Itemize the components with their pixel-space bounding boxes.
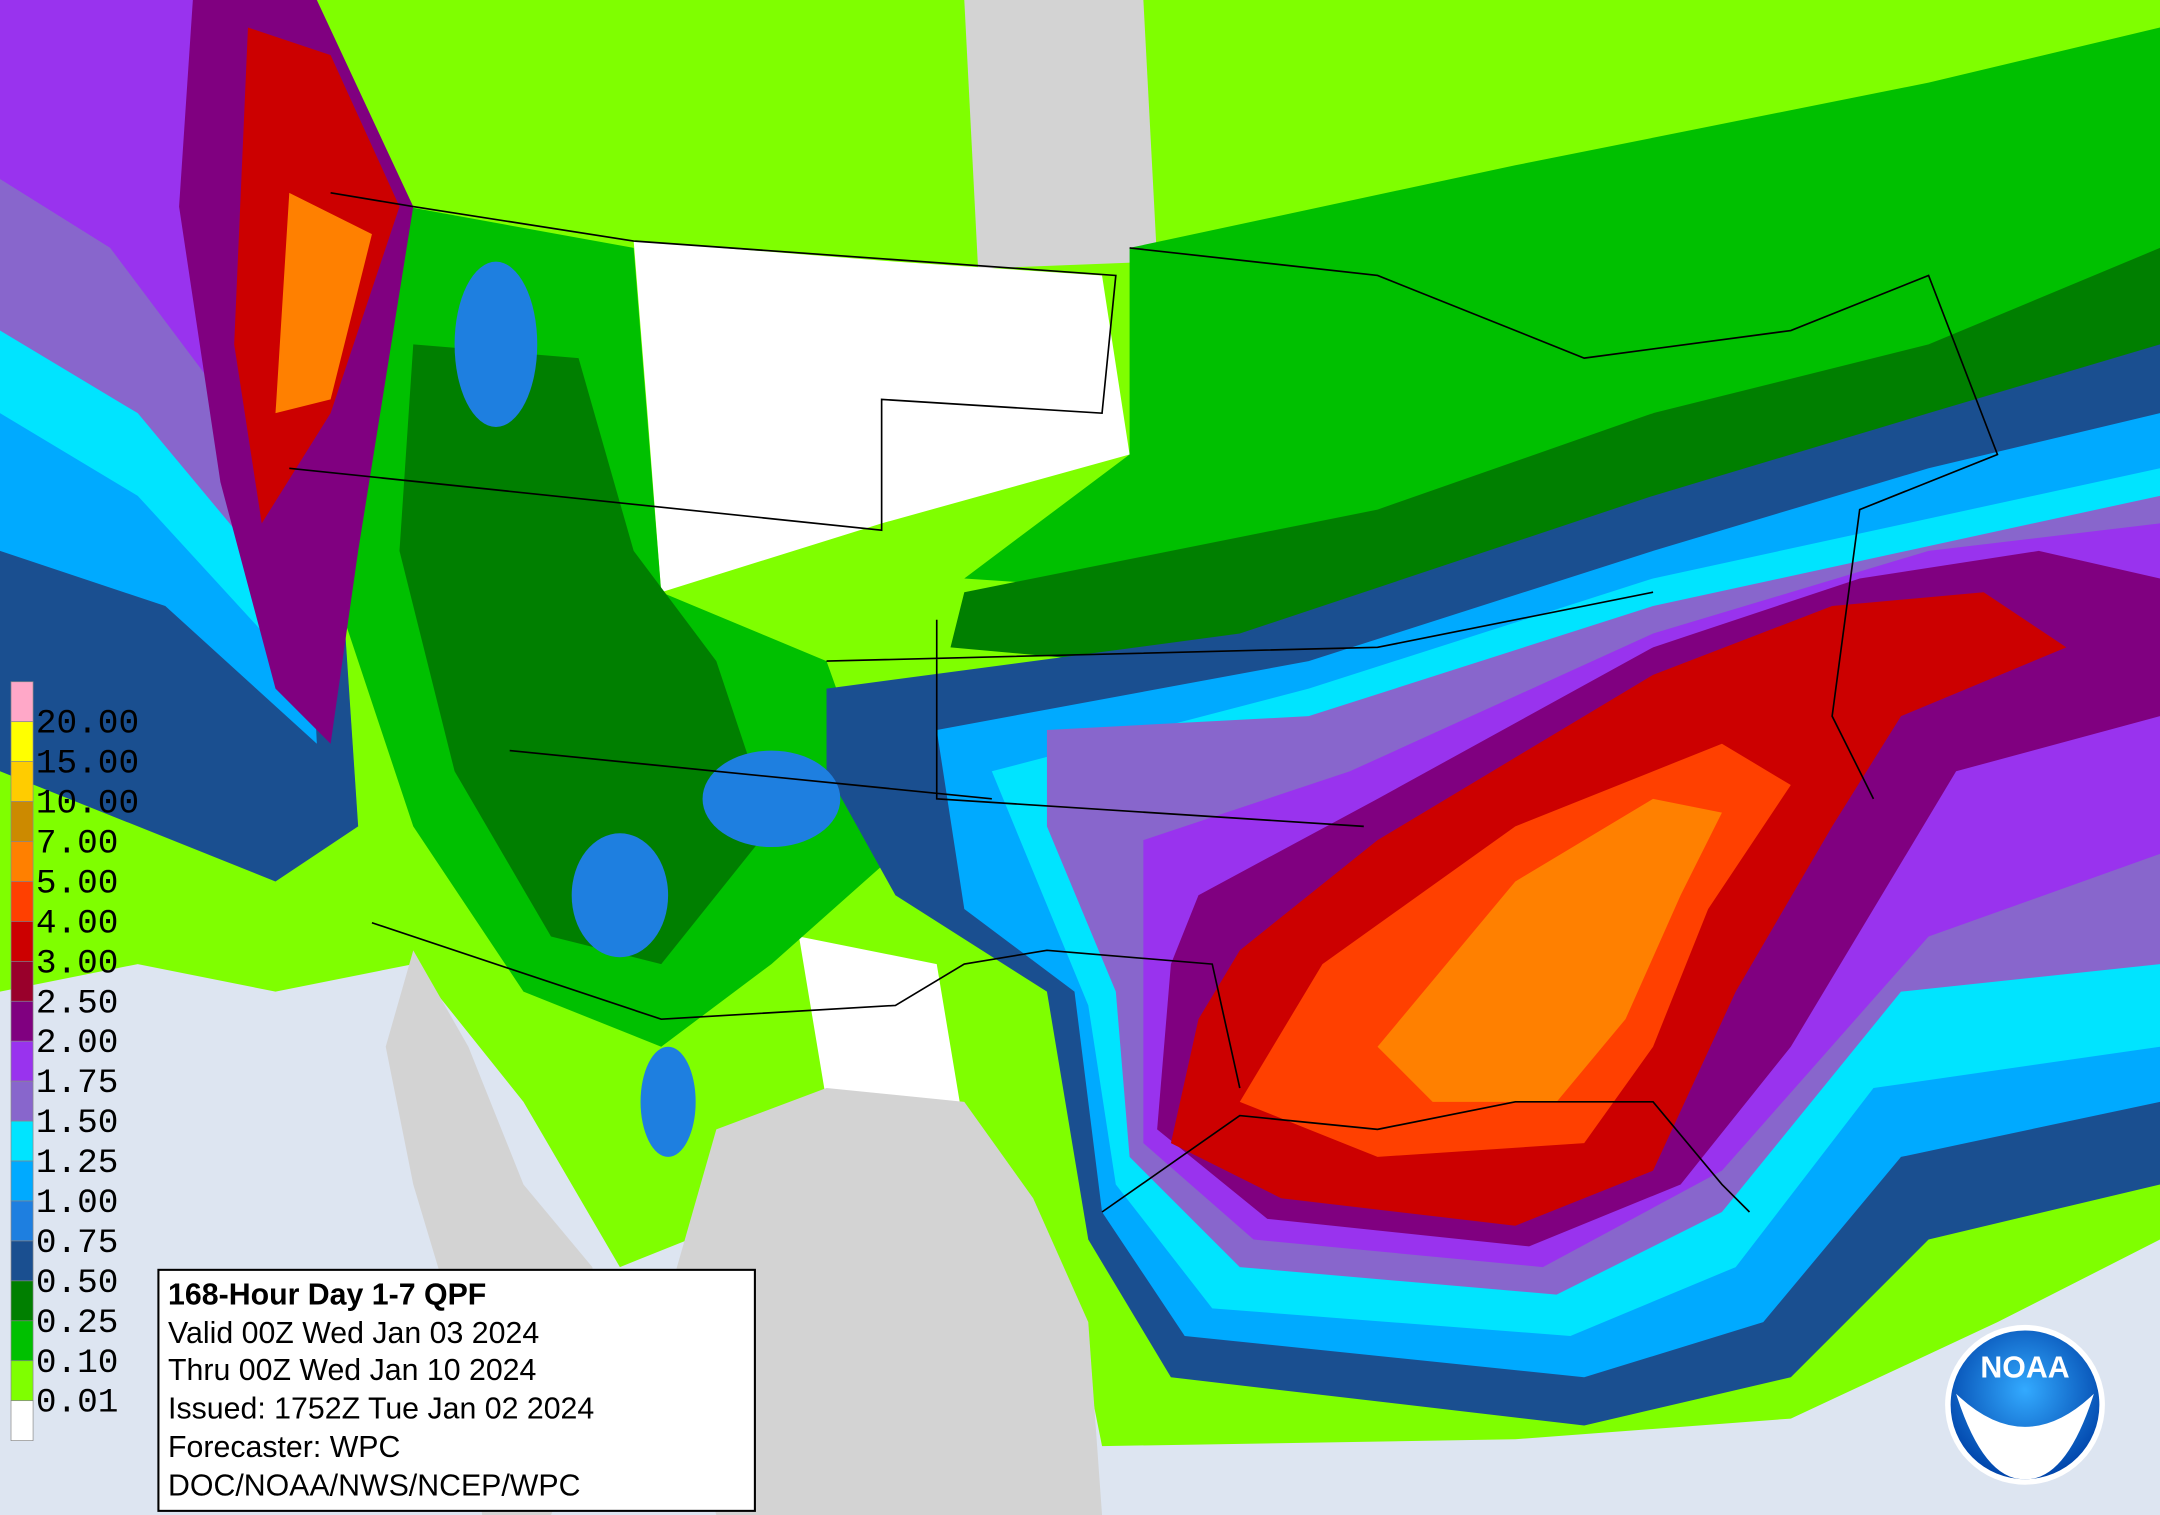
state-line [289,192,1117,532]
logo-text: NOAA [1980,1351,2069,1384]
info-box: 168-Hour Day 1-7 QPF Valid 00Z Wed Jan 0… [157,1268,756,1512]
legend-swatch [10,841,34,882]
legend-swatch [10,1160,34,1202]
legend-label: 5.00 [36,864,119,903]
noaa-logo: NOAA [1945,1324,2105,1485]
legend-swatch-none [10,1400,34,1441]
border-line [1129,247,1999,800]
precip-0.75 [454,261,538,427]
legend-label: 0.10 [36,1344,119,1383]
legend-label: 4.00 [36,904,119,943]
coastline [1101,1100,1751,1213]
legend-swatch [10,761,34,802]
legend-swatch [10,1040,34,1082]
logo-wave [1956,1393,2094,1480]
info-box-frame [157,1268,756,1512]
legend-swatch [10,1000,34,1042]
legend-label: 7.00 [36,825,119,864]
legend-label: 1.00 [36,1184,119,1223]
legend-swatch [10,1120,34,1162]
legend-swatch [10,801,34,842]
no-precip [798,936,965,1130]
info-title: 168-Hour Day 1-7 QPF [168,1278,486,1311]
legend: 20.0015.0010.007.005.004.003.002.502.001… [10,681,139,1441]
info-line: Thru 00Z Wed Jan 10 2024 [168,1354,536,1387]
info-line: Forecaster: WPC [168,1431,400,1464]
legend-swatch [10,1280,34,1322]
legend-swatch [10,1200,34,1242]
border-line [371,921,1241,1089]
dry-land [964,0,1158,269]
precip-0.75 [571,833,669,958]
legend-label: 0.25 [36,1304,119,1343]
state-line [509,591,1654,828]
legend-label: 1.75 [36,1064,119,1103]
legend-swatch [10,1080,34,1122]
legend-swatch [10,1320,34,1362]
precip-0.75 [640,1046,696,1157]
legend-label: 0.50 [36,1264,119,1303]
legend-swatch [10,1360,34,1402]
precip-5.00 [275,192,372,414]
info-line: Issued: 1752Z Tue Jan 02 2024 [168,1393,594,1426]
borders [289,192,1999,1213]
precip-5.00 [1377,798,1722,1102]
legend-label: 1.25 [36,1144,119,1183]
legend-label: 1.50 [36,1104,119,1143]
legend-swatch [10,721,34,762]
precip-0.25 [399,344,772,965]
legend-label: 2.50 [36,984,119,1023]
precip-0.25 [950,247,2160,662]
legend-swatch [10,960,34,1002]
legend-swatch [10,921,34,962]
mexico [661,1088,1103,1515]
legend-swatch [10,1240,34,1282]
legend-label: 15.00 [36,745,139,784]
legend-label: 10.00 [36,785,139,824]
precip-0.10 [964,27,2160,593]
legend-swatch [10,881,34,922]
legend-label: 3.00 [36,944,119,983]
info-line: DOC/NOAA/NWS/NCEP/WPC [168,1470,580,1503]
info-line: Valid 00Z Wed Jan 03 2024 [168,1317,539,1350]
legend-label: 0.01 [36,1384,119,1423]
legend-label: 2.00 [36,1024,119,1063]
legend-label: 0.75 [36,1224,119,1263]
precip-0.75 [702,750,841,848]
legend-swatch [10,681,34,723]
legend-label: 20.00 [36,705,139,744]
